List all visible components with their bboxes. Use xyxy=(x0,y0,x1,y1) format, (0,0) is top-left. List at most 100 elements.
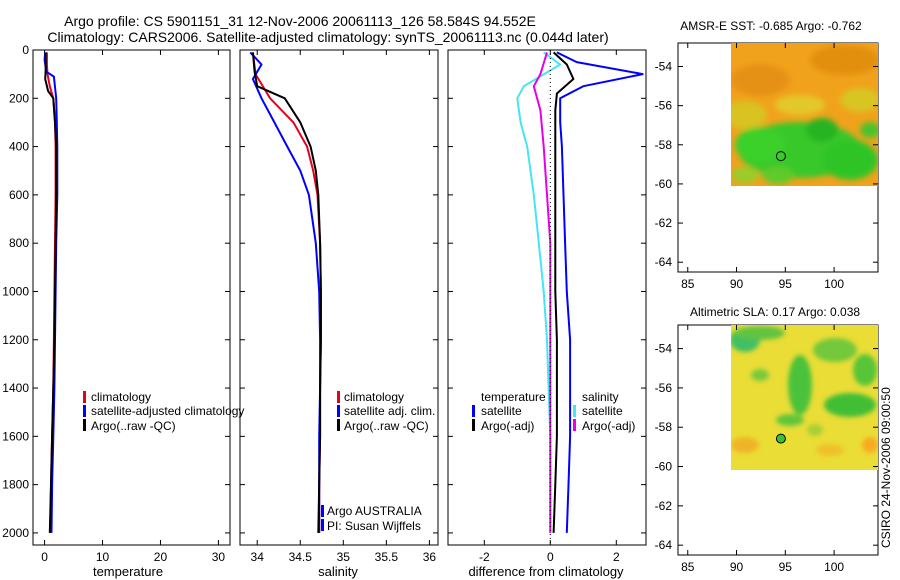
legend-label-climatology: climatology xyxy=(91,390,151,404)
sst-map-ytick-label: -64 xyxy=(655,255,673,269)
legend-label-sal-satellite: satellite xyxy=(582,404,623,418)
legend-heading-salinity: salinity xyxy=(582,390,619,404)
title-line-2: Climatology: CARS2006. Satellite-adjuste… xyxy=(47,29,608,45)
sst-map-ytick-label: -56 xyxy=(655,99,673,113)
legend-label-argo: Argo(..raw -QC) xyxy=(344,419,429,433)
argo-swatch-1 xyxy=(321,505,324,517)
sst-map-ytick-label: -58 xyxy=(655,138,673,152)
axis-ticks: 0 10 20 30020040060080010001200140016001800… xyxy=(2,43,646,564)
sla-map-xtick-label: 90 xyxy=(730,560,744,574)
difference-xtick-label: 0 xyxy=(547,550,554,564)
salinity-series-climatology xyxy=(251,52,322,533)
temperature-axes xyxy=(32,49,231,546)
temperature-series-satellite-adjusted-climatology xyxy=(43,52,59,533)
sla-map-ytick-label: -64 xyxy=(655,538,673,552)
difference-series-salinity-satellite xyxy=(516,51,562,533)
sla-map-title: Altimetric SLA: 0.17 Argo: 0.038 xyxy=(690,305,860,319)
salinity-xlabel: salinity xyxy=(318,564,358,579)
salinity-xtick-label: 36 xyxy=(423,550,437,564)
difference-axes xyxy=(447,49,647,546)
temperature-series-argo-raw-qc- xyxy=(44,52,58,533)
sst-map-title: AMSR-E SST: -0.685 Argo: -0.762 xyxy=(680,19,862,33)
sst-map-field xyxy=(731,43,878,186)
temperature-xlabel: temperature xyxy=(93,564,163,579)
sst-map-xtick-label: 100 xyxy=(824,277,844,291)
sla-map-field xyxy=(731,325,878,470)
difference-series-temperature-satellite xyxy=(556,51,644,533)
sla-argo-marker xyxy=(775,433,786,444)
legend-label-temp-satellite: satellite xyxy=(481,404,522,418)
depth-tick-label: 2000 xyxy=(2,526,29,540)
difference-series-salinity-argo-adj- xyxy=(532,52,552,533)
argo-pi: PI: Susan Wijffels xyxy=(327,519,421,533)
sst-argo-marker xyxy=(775,151,786,162)
legend-swatch-argo xyxy=(337,419,340,431)
salinity-series-satellite-adj-clim- xyxy=(249,51,322,533)
difference-series-temperature-argo-adj- xyxy=(552,51,575,533)
depth-tick-label: 200 xyxy=(9,91,29,105)
legend-label-satellite: satellite adj. clim. xyxy=(344,404,435,418)
legend-label-satellite: satellite-adjusted climatology xyxy=(91,404,244,418)
salinity-axes xyxy=(239,49,439,546)
sst-map-ytick-label: -54 xyxy=(655,59,673,73)
difference-xtick-label: 2 xyxy=(613,550,620,564)
difference-xlabel: difference from climatology xyxy=(468,564,624,579)
sst-map-ytick-label: -60 xyxy=(655,177,673,191)
depth-tick-label: 600 xyxy=(9,188,29,202)
salinity-xtick-label: 34 xyxy=(251,550,265,564)
sst-map-xtick-label: 85 xyxy=(681,277,695,291)
sla-map-xtick-label: 100 xyxy=(824,560,844,574)
legend-swatch-satellite xyxy=(83,405,86,417)
difference-legend: temperature satellite Argo(-adj) salinit… xyxy=(472,390,635,433)
sla-map-ticks: 85 90 95 100 -54 -56 -58 -60 -62 -64 xyxy=(655,325,878,574)
depth-tick-label: 1600 xyxy=(2,429,29,443)
salinity-xtick-label: 35.5 xyxy=(375,550,399,564)
temperature-xtick-label: 10 xyxy=(96,550,110,564)
depth-tick-label: 1800 xyxy=(2,478,29,492)
legend-swatch-satellite xyxy=(337,405,340,417)
sla-map-ytick-label: -62 xyxy=(655,499,673,513)
legend-label-climatology: climatology xyxy=(344,390,404,404)
sst-map-xtick-label: 90 xyxy=(730,277,744,291)
legend-swatch-climatology xyxy=(337,391,340,403)
sst-map-xtick-label: 95 xyxy=(779,277,793,291)
salinity-series-argo-raw-qc- xyxy=(251,52,322,533)
depth-tick-label: 800 xyxy=(9,236,29,250)
legend-swatch-temp-argo xyxy=(472,419,475,431)
depth-tick-label: 0 xyxy=(22,43,29,57)
legend-heading-temperature: temperature xyxy=(481,390,546,404)
depth-tick-label: 1200 xyxy=(2,333,29,347)
sla-map-xtick-label: 85 xyxy=(681,560,695,574)
title-line-1: Argo profile: CS 5901151_31 12-Nov-2006 … xyxy=(64,13,536,29)
legend-label-temp-argo: Argo(-adj) xyxy=(481,419,534,433)
argo-swatch-2 xyxy=(321,519,324,531)
sla-map-ytick-label: -54 xyxy=(655,342,673,356)
profile-series xyxy=(43,51,644,533)
sla-map-ytick-label: -56 xyxy=(655,381,673,395)
salinity-legend: climatology satellite adj. clim. Argo(..… xyxy=(337,390,435,433)
temperature-xtick-label: 0 xyxy=(41,550,48,564)
legend-swatch-argo xyxy=(83,419,86,431)
legend-label-sal-argo: Argo(-adj) xyxy=(582,419,635,433)
sla-map-ytick-label: -58 xyxy=(655,420,673,434)
sla-map-ytick-label: -60 xyxy=(655,460,673,474)
salinity-xtick-label: 34.5 xyxy=(289,550,313,564)
legend-swatch-temp-satellite xyxy=(472,405,475,417)
sst-map-ticks: 85 90 95 100 -54 -56 -58 -60 -62 -64 xyxy=(655,43,878,291)
temperature-xtick-label: 20 xyxy=(154,550,168,564)
temperature-legend: climatology satellite-adjusted climatolo… xyxy=(83,390,244,433)
temperature-xtick-label: 30 xyxy=(212,550,226,564)
salinity-xtick-label: 35 xyxy=(337,550,351,564)
sla-map-xtick-label: 95 xyxy=(779,560,793,574)
depth-tick-label: 400 xyxy=(9,140,29,154)
difference-xtick-label: -2 xyxy=(479,550,490,564)
sst-map-ytick-label: -62 xyxy=(655,216,673,230)
credit-text: CSIRO 24-Nov-2006 09:00:50 xyxy=(879,387,893,548)
depth-tick-label: 1000 xyxy=(2,284,29,298)
legend-swatch-climatology xyxy=(83,391,86,403)
legend-swatch-sal-argo xyxy=(573,419,576,431)
legend-label-argo: Argo(..raw -QC) xyxy=(91,419,176,433)
depth-tick-label: 1400 xyxy=(2,381,29,395)
argo-operator: Argo AUSTRALIA xyxy=(327,504,422,518)
